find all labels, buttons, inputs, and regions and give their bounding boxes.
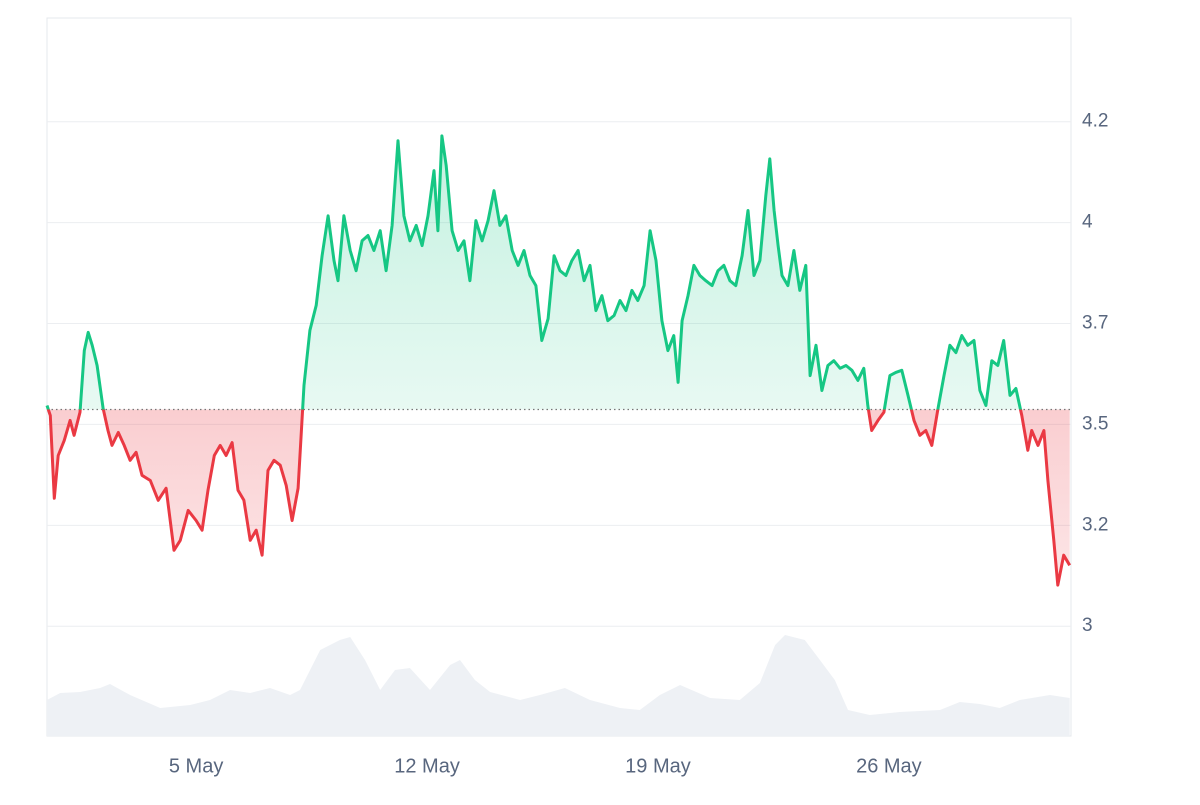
y-tick-label: 3.5 <box>1082 413 1108 434</box>
price-area <box>47 135 1070 586</box>
y-tick-label: 3 <box>1082 615 1093 636</box>
x-tick-label: 12 May <box>394 755 460 777</box>
x-tick-label: 19 May <box>625 755 691 777</box>
x-tick-label: 5 May <box>169 755 223 777</box>
y-tick-label: 3.7 <box>1082 313 1108 334</box>
y-tick-label: 3.2 <box>1082 514 1108 535</box>
price-line <box>45 134 1071 587</box>
volume-area <box>47 635 1070 736</box>
x-tick-label: 26 May <box>856 755 922 777</box>
y-tick-label: 4.2 <box>1082 111 1108 132</box>
y-tick-label: 4 <box>1082 212 1093 233</box>
